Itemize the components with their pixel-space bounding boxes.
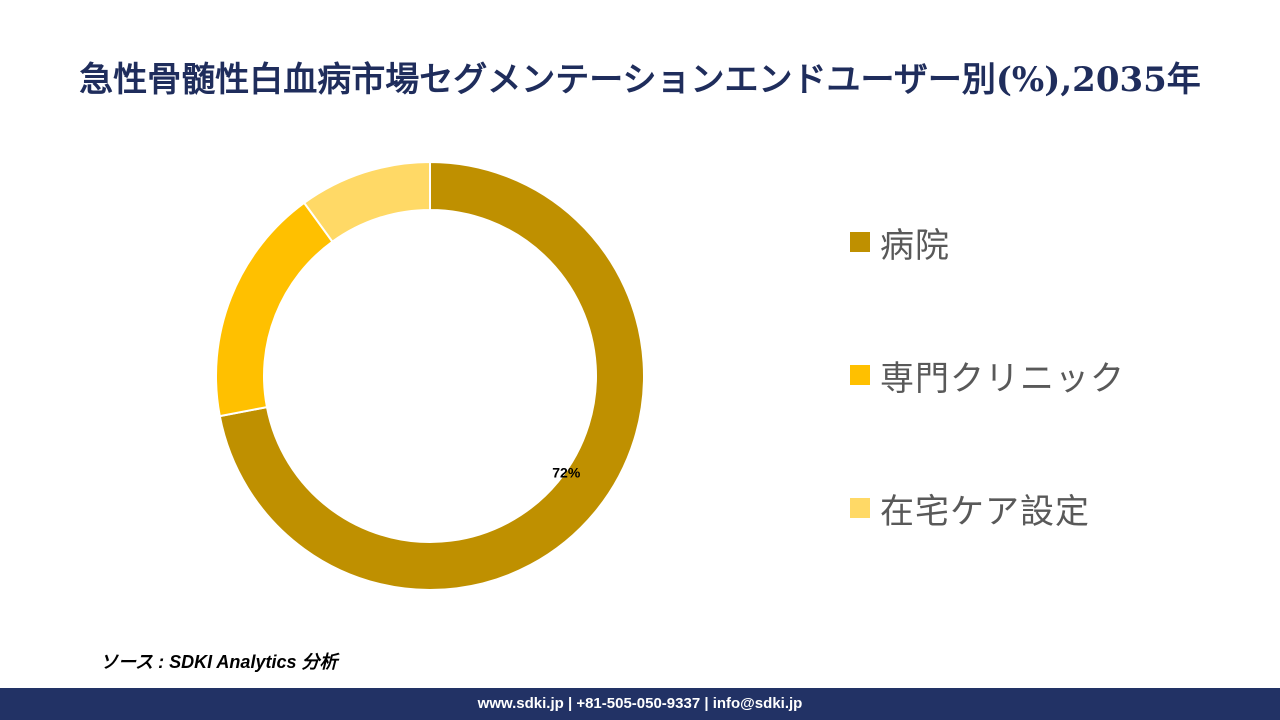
data-label-hospital: 72% <box>552 465 581 481</box>
slice-home-care <box>302 160 431 244</box>
slice-specialty-clinic <box>215 201 334 418</box>
source-note: ソース : SDKI Analytics 分析 <box>100 652 338 672</box>
chart-title: 急性骨髄性白血病市場セグメンテーションエンドユーザー別(%),2035年 <box>79 60 1201 100</box>
legend-item-hospital: 病院 <box>850 220 1125 266</box>
legend-swatch-home-care <box>850 498 870 518</box>
legend-label-home-care: 在宅ケア設定 <box>880 491 1090 532</box>
legend-label-specialty-clinic: 専門クリニック <box>880 358 1125 399</box>
donut-chart: 72% <box>215 160 645 591</box>
legend-label-hospital: 病院 <box>880 225 950 266</box>
legend-swatch-specialty-clinic <box>850 365 870 385</box>
slice-hospital <box>218 160 645 591</box>
legend: 病院 専門クリニック 在宅ケア設定 <box>850 220 1125 619</box>
footer-contact: www.sdki.jp | +81-505-050-9337 | info@sd… <box>0 688 1280 720</box>
legend-swatch-hospital <box>850 232 870 252</box>
legend-item-home-care: 在宅ケア設定 <box>850 486 1125 532</box>
legend-item-specialty-clinic: 専門クリニック <box>850 353 1125 399</box>
